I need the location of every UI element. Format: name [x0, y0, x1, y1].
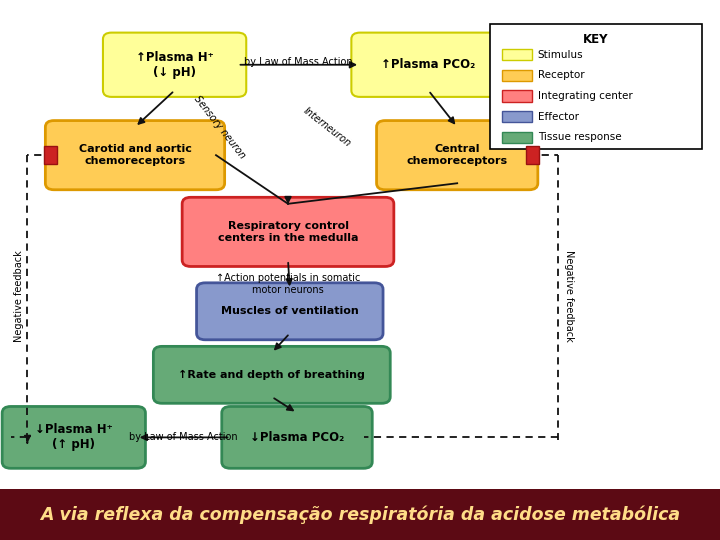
Bar [526, 146, 539, 165]
FancyBboxPatch shape [197, 283, 383, 340]
Bar [502, 90, 532, 102]
Text: ↓Plasma PCO₂: ↓Plasma PCO₂ [250, 431, 344, 444]
FancyBboxPatch shape [377, 120, 538, 190]
Text: Receptor: Receptor [538, 70, 585, 80]
Text: ↑Action potentials in somatic
motor neurons: ↑Action potentials in somatic motor neur… [216, 273, 360, 295]
Text: ↑Plasma H⁺
(↓ pH): ↑Plasma H⁺ (↓ pH) [136, 51, 213, 79]
Text: ↑Plasma PCO₂: ↑Plasma PCO₂ [382, 58, 475, 71]
FancyBboxPatch shape [153, 346, 390, 403]
Text: Muscles of ventilation: Muscles of ventilation [221, 306, 359, 316]
Text: Tissue response: Tissue response [538, 132, 621, 143]
Text: KEY: KEY [583, 33, 608, 46]
Text: Negative feedback: Negative feedback [14, 251, 24, 342]
FancyBboxPatch shape [351, 32, 505, 97]
FancyBboxPatch shape [490, 24, 702, 150]
Bar [502, 111, 532, 123]
Bar [0, 489, 720, 540]
Bar [502, 49, 532, 60]
Text: Central
chemoreceptors: Central chemoreceptors [407, 144, 508, 166]
Bar [502, 132, 532, 143]
Text: Respiratory control
centers in the medulla: Respiratory control centers in the medul… [217, 221, 359, 242]
FancyBboxPatch shape [182, 197, 394, 266]
FancyBboxPatch shape [45, 120, 225, 190]
Text: ↓Plasma H⁺
(↑ pH): ↓Plasma H⁺ (↑ pH) [35, 423, 112, 451]
Text: Sensory neuron: Sensory neuron [192, 94, 247, 160]
Text: by Law of Mass Action: by Law of Mass Action [130, 433, 238, 442]
Text: Effector: Effector [538, 112, 579, 122]
Text: Integrating center: Integrating center [538, 91, 633, 101]
Text: by Law of Mass Action: by Law of Mass Action [245, 57, 353, 67]
Text: Interneuron: Interneuron [302, 105, 354, 148]
Text: ↑Rate and depth of breathing: ↑Rate and depth of breathing [179, 370, 365, 380]
FancyBboxPatch shape [222, 407, 372, 468]
FancyBboxPatch shape [2, 407, 145, 468]
FancyBboxPatch shape [103, 32, 246, 97]
Text: Stimulus: Stimulus [538, 50, 583, 59]
Bar [502, 70, 532, 81]
Text: Negative feedback: Negative feedback [564, 251, 574, 342]
Text: A via reflexa da compensação respiratória da acidose metabólica: A via reflexa da compensação respiratóri… [40, 505, 680, 524]
Bar [44, 146, 57, 165]
Text: Carotid and aortic
chemoreceptors: Carotid and aortic chemoreceptors [78, 144, 192, 166]
